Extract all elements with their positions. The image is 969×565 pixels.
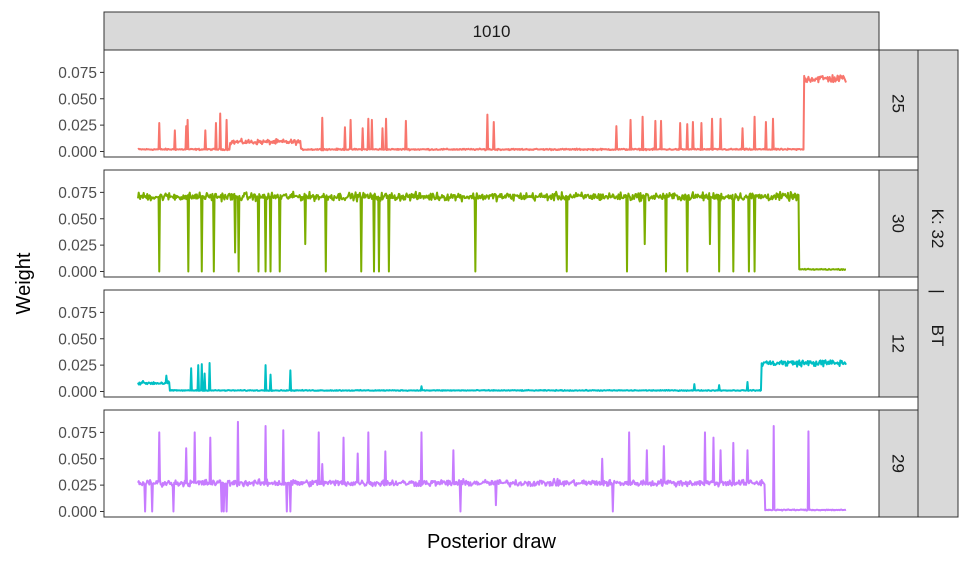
y-tick-label: 0.025: [58, 358, 97, 375]
y-axis-title-group: Weight: [13, 252, 35, 314]
y-tick-label: 0.000: [58, 144, 97, 161]
y-axis-title: Weight: [13, 252, 35, 314]
series-line-12: [137, 359, 847, 392]
y-tick-label: 0.075: [58, 305, 97, 322]
y-tick-label: 0.075: [58, 425, 97, 442]
panels: 0.0000.0250.0500.075250.0000.0250.0500.0…: [58, 49, 919, 521]
y-tick-label: 0.000: [58, 264, 97, 281]
y-tick-label: 0.050: [58, 451, 97, 468]
panel-30: 0.000 0.025 0.050 0.075 30: [58, 169, 919, 281]
y-tick-label: 0.000: [58, 384, 97, 401]
y-tick-label: 0.025: [58, 478, 97, 495]
panel-border: [103, 169, 880, 278]
row-strip-25: [878, 49, 919, 158]
y-tick-label: 0.000: [58, 504, 97, 521]
row-strip-label: 30: [889, 214, 908, 233]
row-strip-30: [878, 169, 919, 278]
panel-border: [103, 409, 880, 518]
outer-strip-label-bt: BT: [928, 325, 947, 347]
y-tick-label: 0.025: [58, 118, 97, 135]
y-tick-label: 0.075: [58, 185, 97, 202]
outer-row-strip: [917, 49, 959, 518]
series-line-30: [137, 190, 847, 273]
row-strip-29: [878, 409, 919, 518]
panel-border: [103, 289, 880, 398]
outer-strip-label-k: K: 32: [928, 209, 947, 249]
x-axis-title: Posterior draw: [427, 531, 556, 553]
column-strip-label: 1010: [473, 22, 511, 41]
y-tick-label: 0.050: [58, 91, 97, 108]
panel-border: [103, 49, 880, 158]
panel-29: 0.000 0.025 0.050 0.075 29: [58, 409, 919, 521]
row-strip-label: 12: [889, 334, 908, 353]
y-tick-label: 0.050: [58, 331, 97, 348]
series-line-25: [137, 74, 847, 152]
outer-row-strip-text: K: 32 | BT: [928, 209, 947, 347]
y-tick-label: 0.075: [58, 65, 97, 82]
panel-12: 0.000 0.025 0.050 0.075 12: [58, 289, 919, 401]
y-tick-label: 0.050: [58, 211, 97, 228]
panel-25: 0.000 0.025 0.050 0.075 25: [58, 49, 919, 161]
outer-strip-separator: |: [928, 289, 947, 293]
y-tick-label: 0.025: [58, 238, 97, 255]
row-strip-label: 29: [889, 454, 908, 473]
row-strip-label: 25: [889, 94, 908, 113]
column-strip: [103, 11, 880, 51]
row-strip-12: [878, 289, 919, 398]
series-line-29: [137, 420, 847, 513]
